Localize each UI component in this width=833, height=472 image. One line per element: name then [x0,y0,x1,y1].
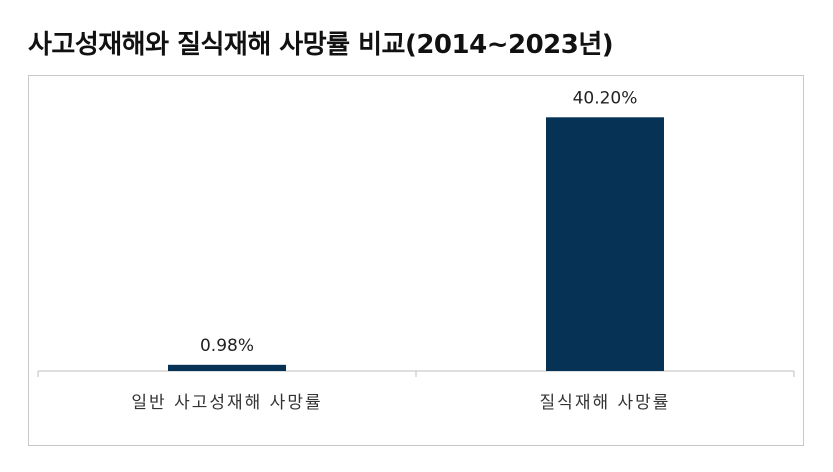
data-label: 0.98% [200,336,254,356]
bar [168,364,286,371]
x-tick-label: 일반 사고성재해 사망률 [131,393,322,413]
x-tick-label: 질식재해 사망률 [540,393,671,413]
bar [546,117,664,371]
chart-frame [28,75,804,446]
data-label: 40.20% [573,88,638,108]
chart-title: 사고성재해와 질식재해 사망률 비교(2014~2023년) [28,30,614,60]
